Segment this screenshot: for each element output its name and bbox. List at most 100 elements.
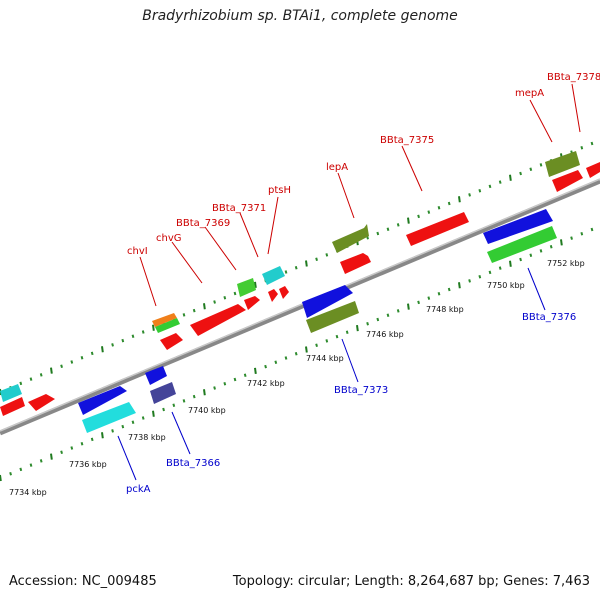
minor-tick — [539, 163, 543, 167]
major-tick — [509, 260, 512, 267]
gene-bbta7366[interactable] — [150, 382, 176, 404]
gene-mepA[interactable] — [552, 170, 583, 192]
forward-genes — [0, 162, 600, 416]
gene-lepA[interactable] — [340, 253, 371, 274]
label-bbta7376[interactable]: BBta_7376 — [522, 312, 576, 323]
gene-chvI[interactable] — [160, 333, 183, 350]
minor-tick — [70, 446, 74, 450]
gene-olive-lepA[interactable] — [332, 224, 369, 253]
gene-bbta7373[interactable] — [306, 301, 359, 333]
label-chvG[interactable]: chvG — [156, 233, 182, 244]
minor-tick — [223, 382, 227, 386]
label-bbta7373[interactable]: BBta_7373 — [334, 385, 388, 396]
label-pckA[interactable]: pckA — [126, 484, 151, 495]
label-ptsH[interactable]: ptsH — [268, 185, 291, 196]
gene-labels: chvI chvG BBta_7369 BBta_7371 ptsH lepA … — [126, 72, 600, 495]
label-lepA[interactable]: lepA — [326, 162, 348, 173]
gene-ptsH[interactable] — [279, 286, 289, 299]
gene-orange[interactable] — [152, 313, 177, 327]
label-bbta7371[interactable]: BBta_7371 — [212, 203, 266, 214]
major-tick — [356, 324, 359, 332]
gene-bbta7361[interactable] — [28, 394, 55, 411]
tick-label: 7748 kbp — [426, 305, 464, 314]
minor-tick — [447, 287, 451, 292]
tick-label: 7752 kbp — [547, 259, 585, 268]
label-bbta7366[interactable]: BBta_7366 — [166, 458, 220, 469]
gene-blue-a[interactable] — [78, 386, 127, 415]
label-bbta7369[interactable]: BBta_7369 — [176, 218, 230, 229]
minor-tick — [315, 257, 318, 261]
minor-tick — [396, 223, 400, 227]
gene-olive-mepA[interactable] — [545, 151, 580, 177]
minor-tick — [233, 291, 237, 296]
minor-tick — [294, 266, 298, 270]
label-chvI[interactable]: chvI — [127, 246, 148, 257]
major-tick — [203, 389, 206, 396]
minor-tick — [19, 467, 23, 472]
minor-tick — [233, 377, 237, 382]
gene-green-small[interactable] — [155, 318, 180, 333]
major-tick — [101, 432, 104, 439]
gene-blue-mid[interactable] — [302, 285, 353, 318]
gene-cyan-left[interactable] — [0, 384, 22, 402]
gene-bbta7371[interactable] — [268, 289, 278, 302]
gene-chvG[interactable] — [190, 304, 246, 336]
major-tick — [305, 260, 308, 267]
gene-bbta7369[interactable] — [244, 296, 260, 310]
minor-tick — [192, 394, 196, 399]
minor-tick — [284, 356, 288, 360]
minor-tick — [376, 317, 380, 322]
minor-tick — [29, 463, 33, 467]
minor-tick — [478, 274, 482, 279]
gene-cyan-mid[interactable] — [262, 266, 285, 285]
major-tick — [203, 303, 206, 310]
major-tick — [254, 281, 257, 289]
minor-tick — [162, 407, 165, 412]
gene-bbta7375[interactable] — [406, 212, 469, 246]
minor-tick — [172, 403, 176, 407]
minor-tick — [19, 381, 23, 386]
map-title: Bradyrhizobium sp. BTAi1, complete genom… — [142, 8, 458, 24]
genome-backbone-highlight — [0, 178, 600, 432]
minor-tick — [80, 355, 84, 360]
gene-green-mid[interactable] — [237, 278, 256, 297]
tick-label: 7750 kbp — [487, 281, 525, 290]
minor-tick — [274, 360, 278, 365]
leader-lines — [117, 83, 581, 481]
minor-tick — [141, 330, 145, 334]
minor-tick — [70, 360, 74, 364]
label-bbta7378[interactable]: BBta_7378 — [547, 72, 600, 83]
lower-tick-track — [0, 227, 594, 482]
minor-tick — [580, 232, 584, 236]
gene-bbta7360[interactable] — [0, 397, 25, 416]
label-mepA[interactable]: mepA — [515, 88, 544, 99]
minor-tick — [468, 193, 471, 197]
tick-label: 7740 kbp — [188, 406, 226, 415]
tick-label: 7744 kbp — [306, 354, 344, 363]
major-tick — [560, 239, 563, 246]
gene-bbta7378[interactable] — [586, 162, 600, 178]
major-tick — [50, 453, 53, 460]
tick-label: 7734 kbp — [9, 488, 47, 497]
minor-tick — [539, 249, 543, 253]
minor-tick — [447, 201, 451, 206]
gene-blue-right[interactable] — [483, 209, 553, 244]
minor-tick — [335, 334, 339, 339]
minor-tick — [396, 309, 400, 313]
major-tick — [101, 346, 104, 353]
upper-tick-track — [0, 141, 594, 396]
minor-tick — [580, 146, 584, 150]
gene-pckA[interactable] — [82, 402, 136, 433]
tick-label: 7742 kbp — [247, 379, 285, 388]
minor-tick — [90, 351, 94, 356]
gene-blue-small[interactable] — [145, 366, 167, 385]
minor-tick — [111, 343, 114, 347]
minor-tick — [417, 214, 420, 219]
minor-tick — [90, 437, 94, 442]
minor-tick — [529, 253, 533, 257]
label-bbta7375[interactable]: BBta_7375 — [380, 135, 434, 146]
gene-bbta7376[interactable] — [487, 226, 557, 263]
tick-label: 7746 kbp — [366, 330, 404, 339]
minor-tick — [223, 296, 227, 300]
